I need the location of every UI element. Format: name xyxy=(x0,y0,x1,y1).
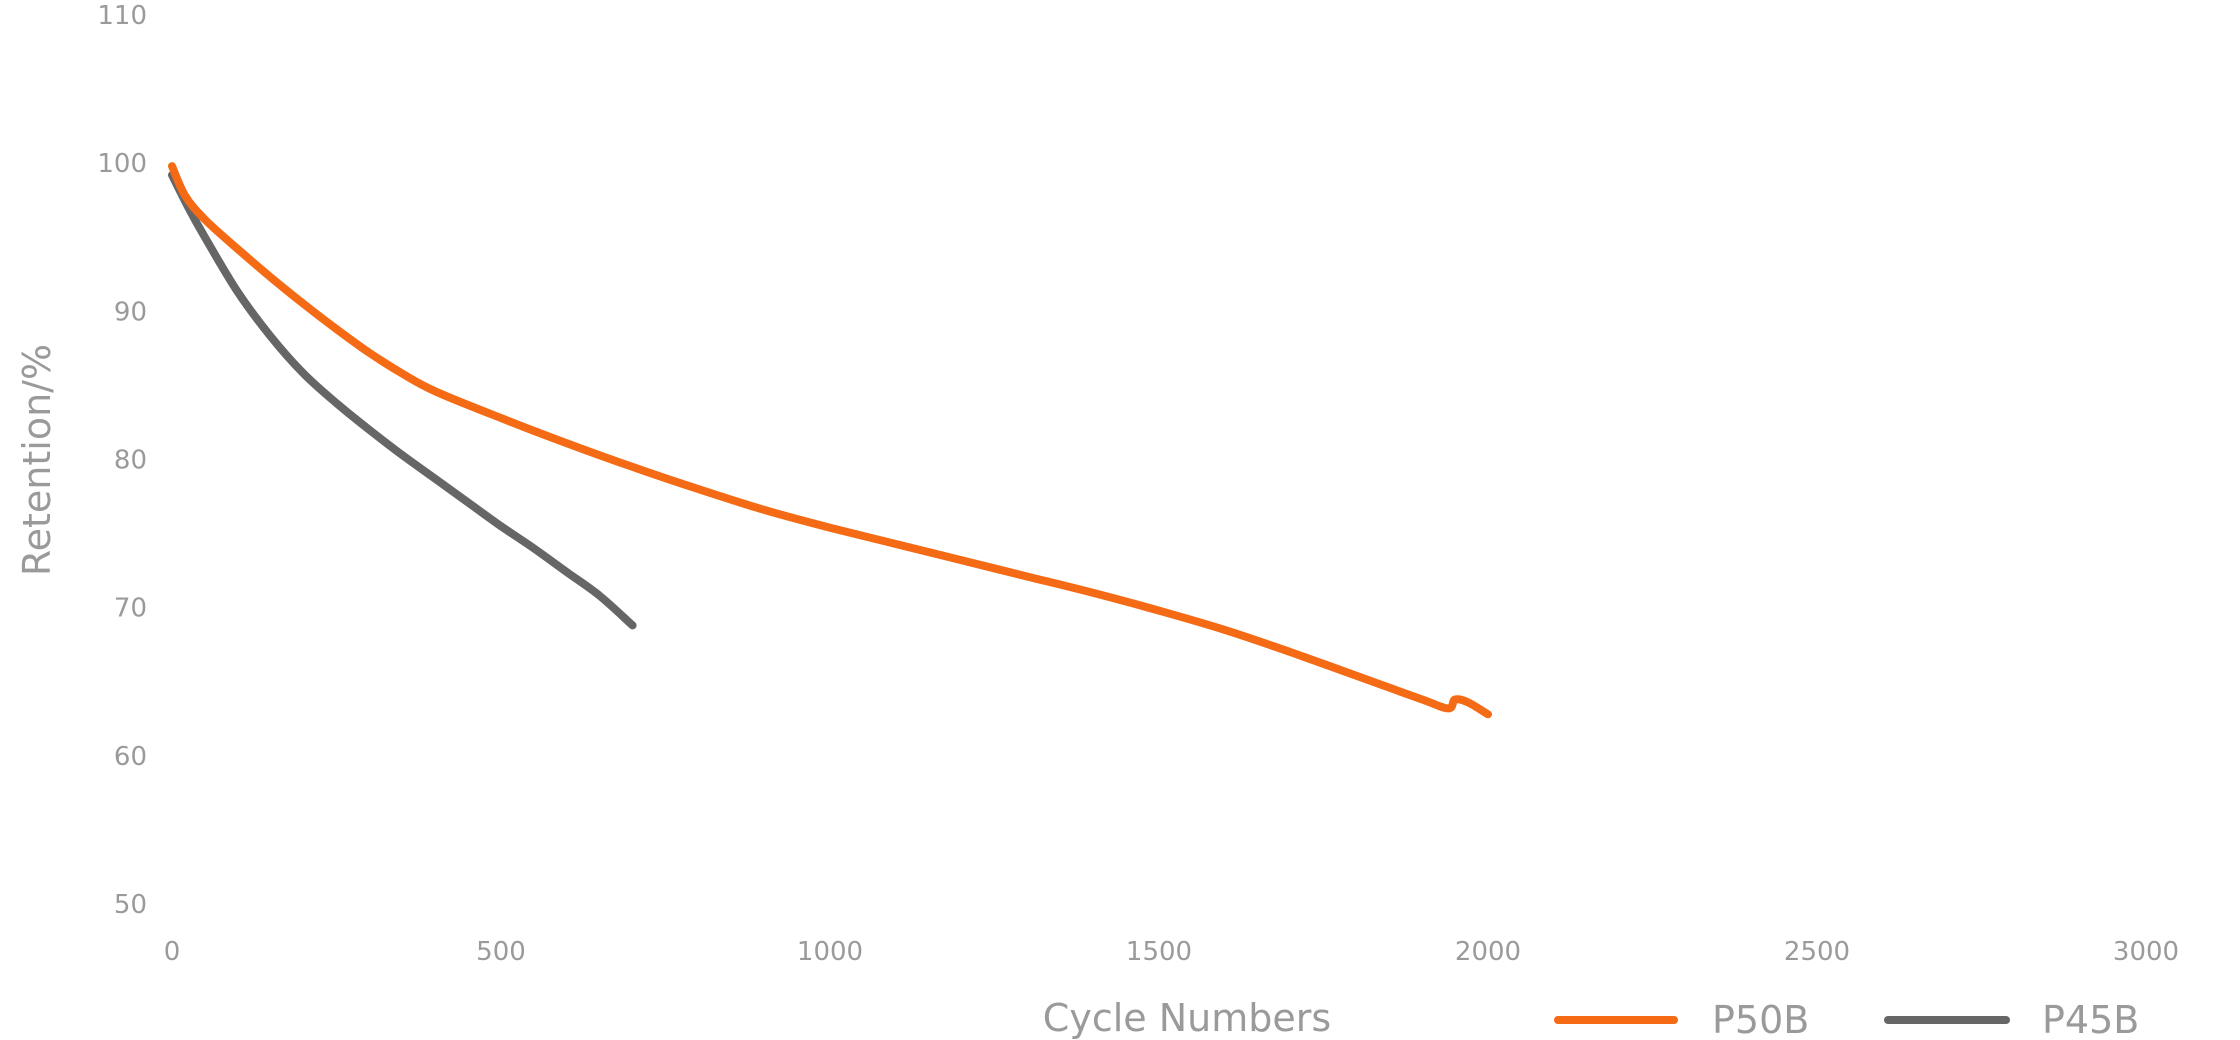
legend-label-p50b: P50B xyxy=(1712,998,1809,1040)
x-tick-label: 0 xyxy=(164,937,181,967)
x-axis-title: Cycle Numbers xyxy=(1043,996,1331,1040)
x-tick-label: 3000 xyxy=(2113,937,2179,967)
y-tick-label: 80 xyxy=(114,446,147,476)
series-line-p50b xyxy=(168,162,1492,719)
x-tick-label: 500 xyxy=(476,937,526,967)
legend: P50B P45B xyxy=(1554,998,2139,1040)
x-axis-ticks: 0 500 1000 1500 2000 2500 3000 xyxy=(164,937,2179,967)
x-tick-label: 1000 xyxy=(797,937,863,967)
x-tick-label: 2500 xyxy=(1784,937,1850,967)
legend-label-p45b: P45B xyxy=(2042,998,2139,1040)
y-axis-title: Retention/% xyxy=(15,344,59,576)
y-tick-label: 100 xyxy=(97,149,147,179)
series-line-p45b xyxy=(168,171,637,630)
y-tick-label: 70 xyxy=(114,594,147,624)
y-tick-label: 50 xyxy=(114,890,147,920)
x-tick-label: 2000 xyxy=(1455,937,1521,967)
y-tick-label: 90 xyxy=(114,297,147,327)
x-tick-label: 1500 xyxy=(1126,937,1192,967)
y-tick-label: 110 xyxy=(97,1,147,31)
series-lines xyxy=(168,162,1492,719)
y-axis-ticks: 50 60 70 80 90 100 110 xyxy=(97,1,147,920)
y-tick-label: 60 xyxy=(114,742,147,772)
